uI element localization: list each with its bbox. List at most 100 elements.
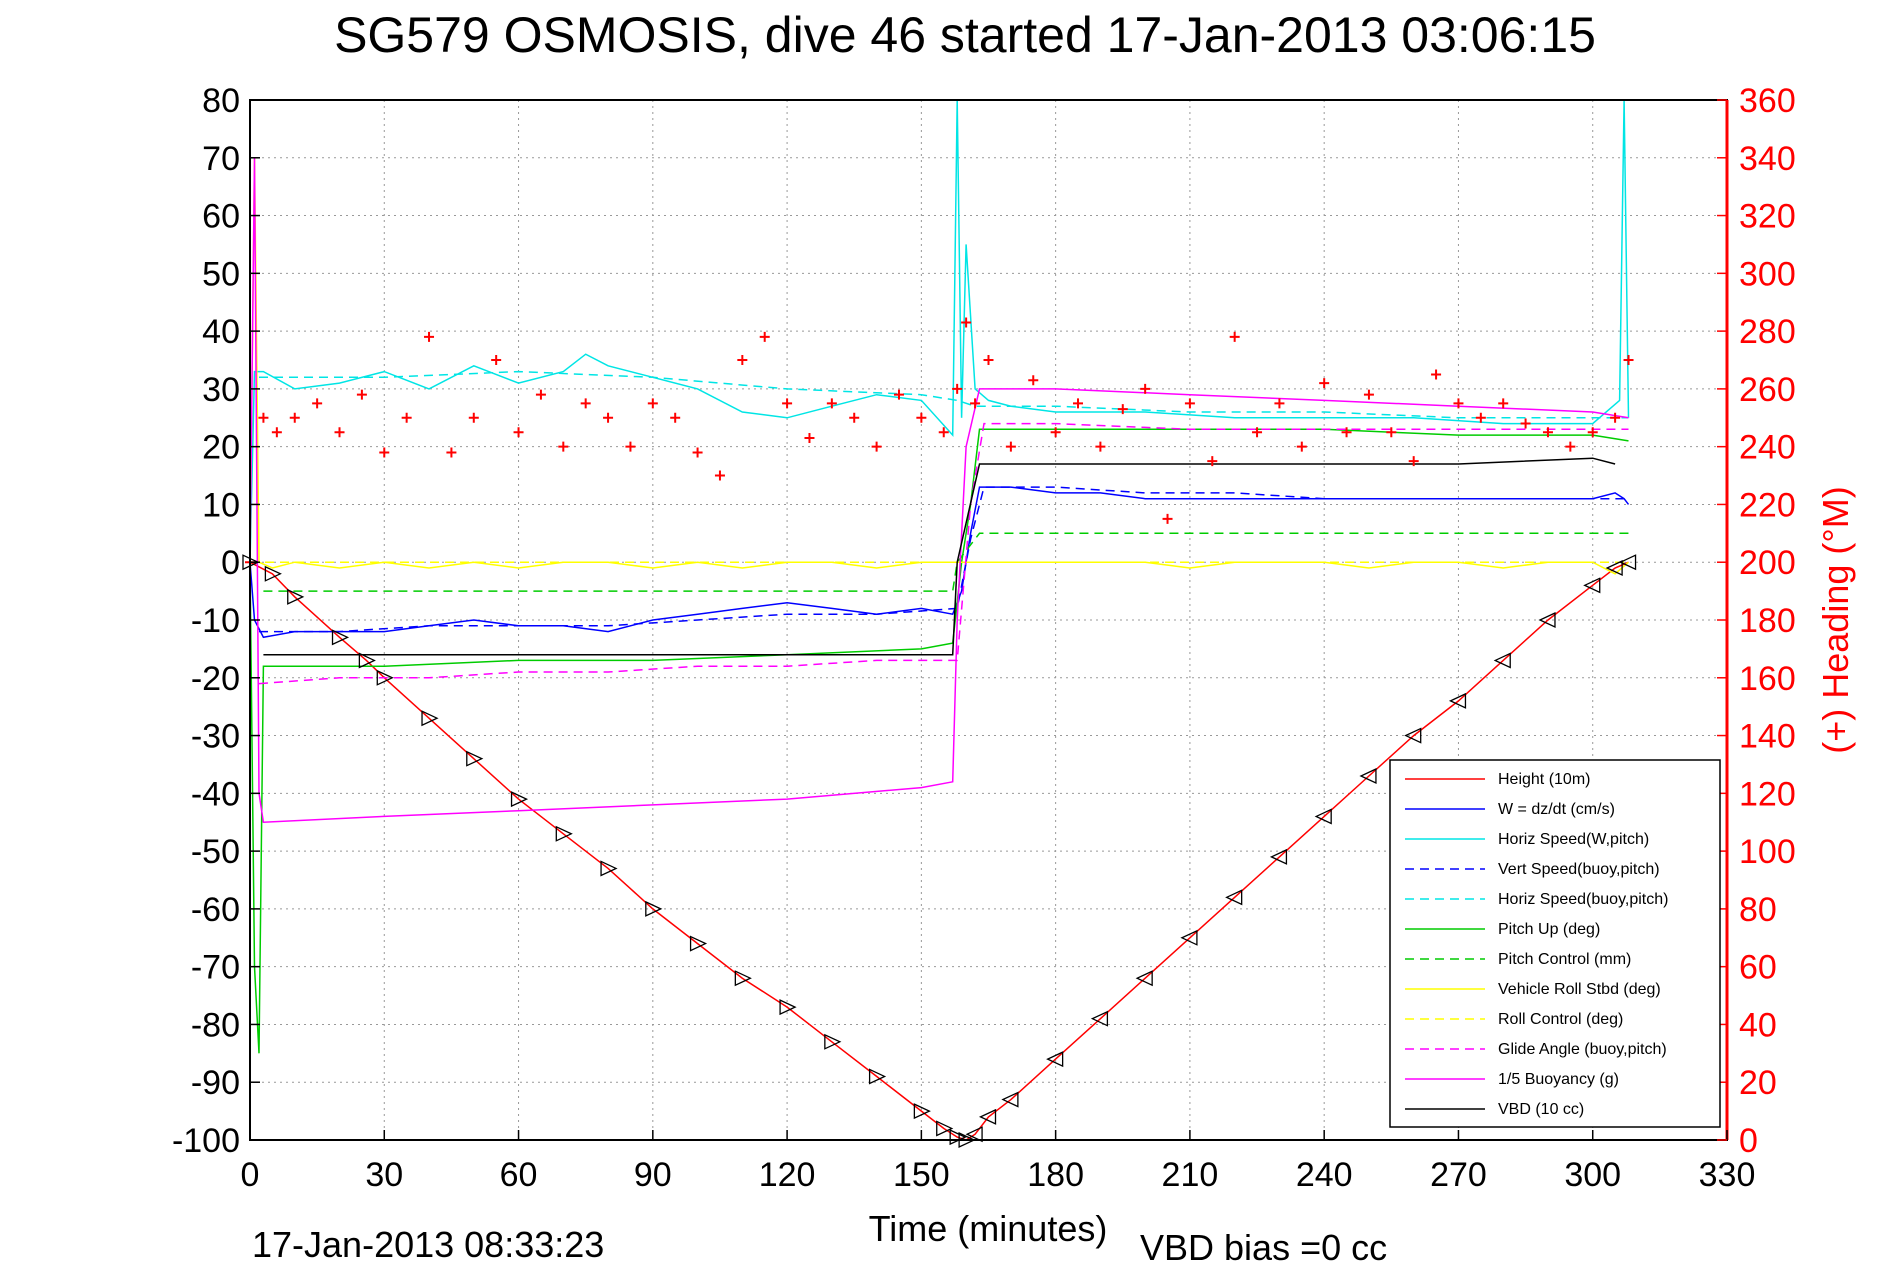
- height-point-marker: [1135, 970, 1153, 987]
- heading-point: [1207, 456, 1218, 467]
- y-tick-label: -100: [172, 1122, 240, 1160]
- heading-point: [670, 412, 681, 423]
- y2-tick-label: 20: [1739, 1064, 1777, 1102]
- heading-point: [1184, 398, 1195, 409]
- heading-point: [759, 331, 770, 342]
- heading-point: [1408, 456, 1419, 467]
- y-axis-ticks: 80 70 60 50 40 30 20 10 0 -10 -20 -30 -40 -50 -60 -70 -8…: [172, 82, 260, 1160]
- height-point-marker: [1314, 808, 1332, 825]
- legend-entry-label: Roll Control (deg): [1498, 1011, 1623, 1028]
- y-tick-label: -30: [191, 718, 240, 756]
- heading-point: [983, 355, 994, 365]
- y2-tick-label: 240: [1739, 429, 1796, 467]
- y-tick-label: -40: [191, 775, 240, 813]
- heading-point: [1587, 427, 1598, 438]
- x-tick-label: 180: [1027, 1156, 1084, 1194]
- legend-entry-label: VBD (10 cc): [1498, 1101, 1584, 1118]
- heading-point: [401, 412, 412, 423]
- height-point-marker: [376, 669, 394, 686]
- x-axis-label: Time (minutes): [869, 1208, 1108, 1249]
- heading-point: [258, 412, 269, 423]
- legend-entry-label: Height (10m): [1498, 771, 1590, 788]
- legend-entry-label: Horiz Speed(buoy,pitch): [1498, 891, 1668, 908]
- heading-point: [271, 427, 282, 438]
- y2-tick-label: 200: [1739, 544, 1796, 582]
- heading-point: [312, 398, 323, 409]
- heading-point: [1520, 418, 1531, 429]
- heading-point: [1117, 404, 1128, 415]
- y-tick-label: -80: [191, 1006, 240, 1044]
- y-tick-label: -50: [191, 833, 240, 871]
- height-point-marker: [1448, 692, 1467, 709]
- heading-point: [1252, 427, 1263, 438]
- heading-point: [356, 389, 367, 400]
- y-tick-label: 10: [202, 486, 240, 524]
- y2-tick-label: 260: [1739, 371, 1796, 409]
- heading-point: [334, 427, 345, 438]
- height-point-marker: [1583, 577, 1601, 594]
- y2-tick-label: 80: [1739, 891, 1777, 929]
- heading-point: [782, 398, 793, 409]
- heading-point: [714, 470, 725, 481]
- legend-box: [1389, 759, 1721, 1128]
- height-point-marker: [965, 1126, 983, 1143]
- series-line-vbd-10-cc: [263, 457, 1616, 656]
- heading-point: [1274, 398, 1285, 409]
- heading-point: [1542, 427, 1553, 438]
- height-point-marker: [1359, 767, 1377, 785]
- x-tick-label: 270: [1430, 1156, 1487, 1194]
- heading-point: [1319, 378, 1330, 389]
- height-point-marker: [978, 1108, 997, 1125]
- legend-entry-label: Vert Speed(buoy,pitch): [1498, 861, 1660, 878]
- legend-entry-label: Pitch Control (mm): [1498, 951, 1631, 968]
- y-tick-label: -70: [191, 949, 240, 987]
- y2-tick-label: 120: [1739, 775, 1796, 813]
- y2-tick-label: 60: [1739, 949, 1777, 987]
- x-tick-label: 0: [241, 1156, 260, 1194]
- heading-point: [737, 355, 748, 365]
- y2-axis-ticks: 3603403203002802602402202001801601401201…: [1717, 82, 1796, 1160]
- heading-point: [970, 398, 981, 409]
- y-tick-label: -10: [191, 602, 240, 640]
- heading-point: [1623, 355, 1634, 365]
- heading-point: [491, 355, 502, 365]
- height-point-marker: [1605, 559, 1623, 577]
- heading-point: [849, 412, 860, 423]
- series-layer: [242, 99, 1637, 1149]
- footer-timestamp: 17-Jan-2013 08:33:23: [252, 1224, 604, 1262]
- height-point-marker: [936, 1120, 954, 1137]
- y2-tick-label: 320: [1739, 198, 1796, 236]
- legend-entry-label: Vehicle Roll Stbd (deg): [1498, 981, 1661, 998]
- y2-tick-label: 300: [1739, 255, 1796, 293]
- heading-point: [1050, 427, 1061, 438]
- heading-point: [424, 331, 435, 342]
- x-tick-label: 90: [634, 1156, 672, 1194]
- y2-tick-label: 360: [1739, 82, 1796, 120]
- footer-vbd-bias: VBD bias =0 cc: [1140, 1227, 1387, 1262]
- x-tick-label: 60: [500, 1156, 538, 1194]
- x-tick-label: 30: [365, 1156, 403, 1194]
- heading-point: [1341, 427, 1352, 438]
- x-axis-ticks: 0 30 60 90 120 150 180 210 240 270 300 330: [241, 1130, 1755, 1194]
- heading-point: [625, 441, 636, 452]
- legend-entry-label: 1/5 Buoyancy (g): [1498, 1071, 1619, 1088]
- series-line-pitch-up-deg: [249, 428, 1629, 1054]
- heading-point: [1475, 412, 1486, 423]
- y-tick-label: 60: [202, 198, 240, 236]
- heading-point: [446, 447, 457, 458]
- y-tick-label: -60: [191, 891, 240, 929]
- height-point-marker: [913, 1103, 931, 1120]
- height-point-marker: [1538, 611, 1556, 629]
- y2-tick-label: 220: [1739, 486, 1796, 524]
- chart-title: SG579 OSMOSIS, dive 46 started 17-Jan-20…: [334, 7, 1596, 63]
- y2-tick-label: 140: [1739, 718, 1796, 756]
- heading-point: [938, 427, 949, 438]
- heading-point: [804, 433, 815, 443]
- height-point-marker: [779, 999, 797, 1016]
- heading-point: [1386, 427, 1397, 438]
- heading-point: [1140, 383, 1151, 394]
- y-tick-label: 80: [202, 82, 240, 120]
- heading-point: [1162, 513, 1173, 524]
- heading-point: [952, 383, 963, 394]
